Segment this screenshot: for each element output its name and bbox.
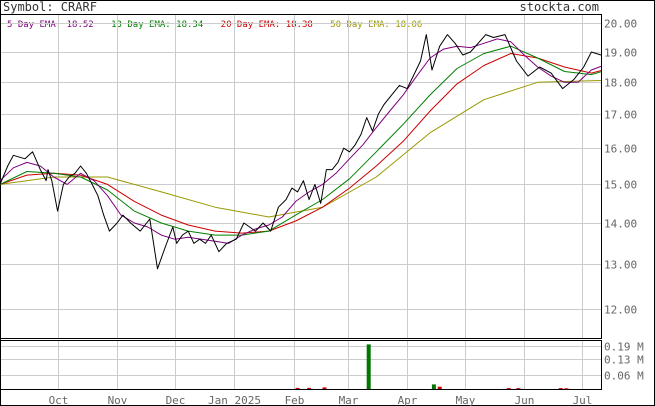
price-gridlines [0,15,601,338]
ema-legend-5: 5 Day EMA: 18.52 [7,20,94,30]
volume-bar [307,387,312,389]
y-tick-label: 16.00 [604,143,637,156]
volume-bar [431,384,436,389]
ema-legend-20: 20 Day EMA: 18.38 [221,20,313,30]
y-axis-ticks: 12.00 13.00 14.00 15.00 16.00 17.00 18.00 19.00… [604,18,637,317]
13-day-ema-line [0,45,602,236]
x-tick-label: Feb [285,394,305,406]
5-day-ema-line [0,38,602,244]
volume-bar [558,388,563,390]
volume-bar [564,388,569,390]
y-tick-label: 18.00 [604,77,637,90]
volume-bar [295,387,300,389]
x-tick-label: Jan 2025 [208,394,261,406]
x-tick-label: Jun [515,394,535,406]
series-lines [0,34,602,270]
x-tick-label: May [456,394,476,406]
x-tick-label: Mar [339,394,359,406]
x-tick-label: Nov [108,394,128,406]
x-tick-label: Jul [573,394,593,406]
volume-bar [506,388,511,390]
x-axis-ticks: Oct Nov Dec Jan 2025 Feb Mar Apr May Jun Jul [49,394,593,406]
volume-gridlines [0,341,601,389]
x-tick-label: Oct [49,394,69,406]
volume-bar [437,386,442,389]
volume-axis-ticks: 0.06 M 0.13 M0.19 M [604,341,644,383]
y-tick-label: 14.00 [604,218,637,231]
y-tick-label: 12.00 [604,304,637,317]
symbol-label: Symbol: CRARF [3,0,97,14]
volume-bar [322,387,327,389]
y-tick-label: 17.00 [604,109,637,122]
volume-bars [295,344,569,390]
price-line [0,34,602,270]
volume-panel [0,340,602,390]
brand-link[interactable]: stockta.com [520,0,599,14]
20-day-ema-line [0,53,602,234]
x-tick-label: Dec [166,394,186,406]
volume-bar [366,344,371,389]
ema-legend-50: 50 Day EMA: 18.06 [330,20,422,30]
volume-tick-label: 0.19 M [604,341,644,354]
ema-legend-13: 13 Day EMA: 18.34 [111,20,203,30]
y-tick-label: 13.00 [604,259,637,272]
volume-bar [516,388,521,390]
x-tick-label: Apr [398,394,418,406]
volume-tick-label: 0.06 M [604,370,644,383]
y-tick-label: 19.00 [604,47,637,60]
volume-tick-label: 0.13 M [604,354,644,367]
ema-legend: 5 Day EMA: 18.52 13 Day EMA: 18.34 20 Da… [7,20,422,30]
y-tick-label: 15.00 [604,179,637,192]
price-panel [0,14,602,339]
y-tick-label: 20.00 [604,18,637,31]
